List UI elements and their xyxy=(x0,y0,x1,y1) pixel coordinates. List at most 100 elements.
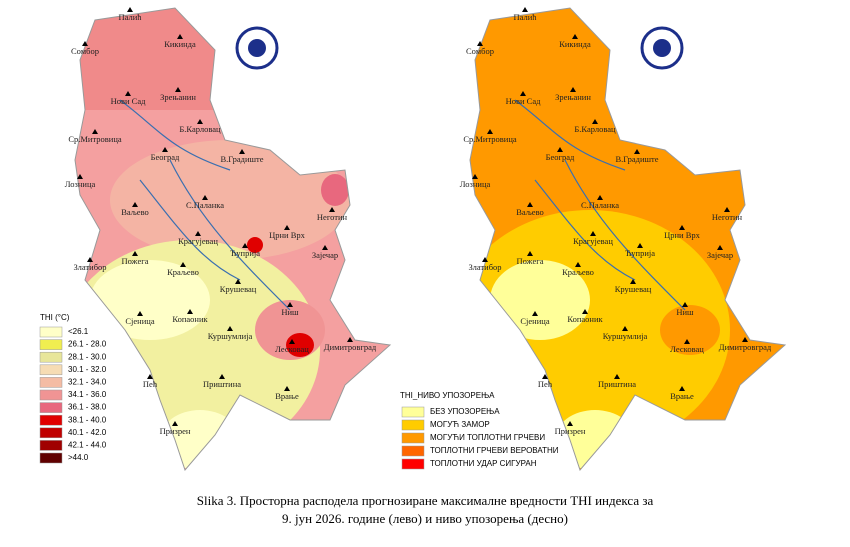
city-label: Приштина xyxy=(203,379,241,389)
city-label: Палић xyxy=(513,12,537,22)
city-label: Краљево xyxy=(167,267,199,277)
city-marker xyxy=(227,326,233,331)
city-label: Зрењанин xyxy=(555,92,591,102)
city-marker xyxy=(162,147,168,152)
city-marker xyxy=(137,311,143,316)
right-map xyxy=(470,8,785,470)
city-marker xyxy=(82,41,88,46)
legend-swatch xyxy=(39,364,63,376)
legend-label: 42.1 - 44.0 xyxy=(68,441,107,450)
city-marker xyxy=(520,91,526,96)
city-marker xyxy=(177,34,183,39)
city-marker xyxy=(527,202,533,207)
rivers xyxy=(119,99,291,311)
city-marker xyxy=(287,302,293,307)
legend-swatch xyxy=(401,458,425,470)
city-marker xyxy=(679,225,685,230)
city-label: С.Паланка xyxy=(581,200,619,210)
legend-label: ТОПЛОТНИ ГРЧЕВИ ВЕРОВАТНИ xyxy=(430,446,559,455)
legend-label: 36.1 - 38.0 xyxy=(68,403,107,412)
city-label: Лесковац xyxy=(670,344,704,354)
city-marker xyxy=(239,149,245,154)
city-marker xyxy=(347,337,353,342)
city-marker xyxy=(289,339,295,344)
legend-swatch xyxy=(401,419,425,431)
legend-swatch xyxy=(39,351,63,363)
city-marker xyxy=(724,207,730,212)
city-marker xyxy=(622,326,628,331)
city-label: Зрењанин xyxy=(160,92,196,102)
caption: Slika 3. Просторна расподела прогнозиран… xyxy=(197,493,654,508)
city-marker xyxy=(87,257,93,262)
city-marker xyxy=(597,195,603,200)
city-label: Сјеница xyxy=(520,316,549,326)
city-marker xyxy=(197,119,203,124)
city-label: В.Градиште xyxy=(220,154,263,164)
logo xyxy=(235,26,279,70)
city-label: Ваљево xyxy=(121,207,149,217)
city-marker xyxy=(92,129,98,134)
city-label: Димитровград xyxy=(324,342,377,352)
city-label: Палић xyxy=(118,12,142,22)
city-label: Призрен xyxy=(555,426,586,436)
legend-swatch xyxy=(39,427,63,439)
legend-swatch xyxy=(401,432,425,444)
city-label: Ћуприја xyxy=(625,248,655,258)
city-label: Пећ xyxy=(143,379,158,389)
legend-label: 26.1 - 28.0 xyxy=(68,340,107,349)
city-label: Крагујевац xyxy=(178,236,218,246)
city-label: Ср.Митровица xyxy=(68,134,122,144)
city-marker xyxy=(637,243,643,248)
legend-swatch xyxy=(39,389,63,401)
city-label: Димитровград xyxy=(719,342,772,352)
city-label: Црни Врх xyxy=(664,230,701,240)
city-marker xyxy=(567,421,573,426)
city-marker xyxy=(572,34,578,39)
city-label: Лозница xyxy=(460,179,491,189)
city-label: Копаоник xyxy=(172,314,208,324)
city-marker xyxy=(522,7,528,12)
legend-swatch xyxy=(39,452,63,464)
city-marker xyxy=(187,309,193,314)
legend-label: <26.1 xyxy=(68,327,89,336)
city-label: Б.Карловац xyxy=(179,124,221,134)
city-label: Пећ xyxy=(538,379,553,389)
city-label: Врање xyxy=(275,391,299,401)
city-marker xyxy=(172,421,178,426)
legend-swatch xyxy=(39,326,63,338)
city-label: Сомбор xyxy=(466,46,494,56)
city-marker xyxy=(202,195,208,200)
city-label: Крушевац xyxy=(220,284,257,294)
city-label: Ћуприја xyxy=(230,248,260,258)
legend-label: 32.1 - 34.0 xyxy=(68,378,107,387)
city-marker xyxy=(532,311,538,316)
city-marker xyxy=(682,302,688,307)
city-marker xyxy=(195,231,201,236)
city-label: Београд xyxy=(151,152,180,162)
city-marker xyxy=(175,87,181,92)
city-marker xyxy=(590,231,596,236)
city-label: Црни Врх xyxy=(269,230,306,240)
city-marker xyxy=(284,225,290,230)
city-marker xyxy=(125,91,131,96)
city-label: Призрен xyxy=(160,426,191,436)
city-label: Куршумлија xyxy=(208,331,253,341)
city-label: Златибор xyxy=(468,262,501,272)
city-marker xyxy=(592,119,598,124)
city-marker xyxy=(557,147,563,152)
city-label: Краљево xyxy=(562,267,594,277)
city-label: Копаоник xyxy=(567,314,603,324)
city-marker xyxy=(180,262,186,267)
city-label: Кикинда xyxy=(164,39,196,49)
city-label: Неготин xyxy=(712,212,743,222)
city-label: Ниш xyxy=(281,307,299,317)
city-marker xyxy=(742,337,748,342)
city-marker xyxy=(717,245,723,250)
city-marker xyxy=(147,374,153,379)
city-marker xyxy=(582,309,588,314)
city-marker xyxy=(322,245,328,250)
city-marker xyxy=(219,374,225,379)
city-marker xyxy=(542,374,548,379)
city-label: С.Паланка xyxy=(186,200,224,210)
